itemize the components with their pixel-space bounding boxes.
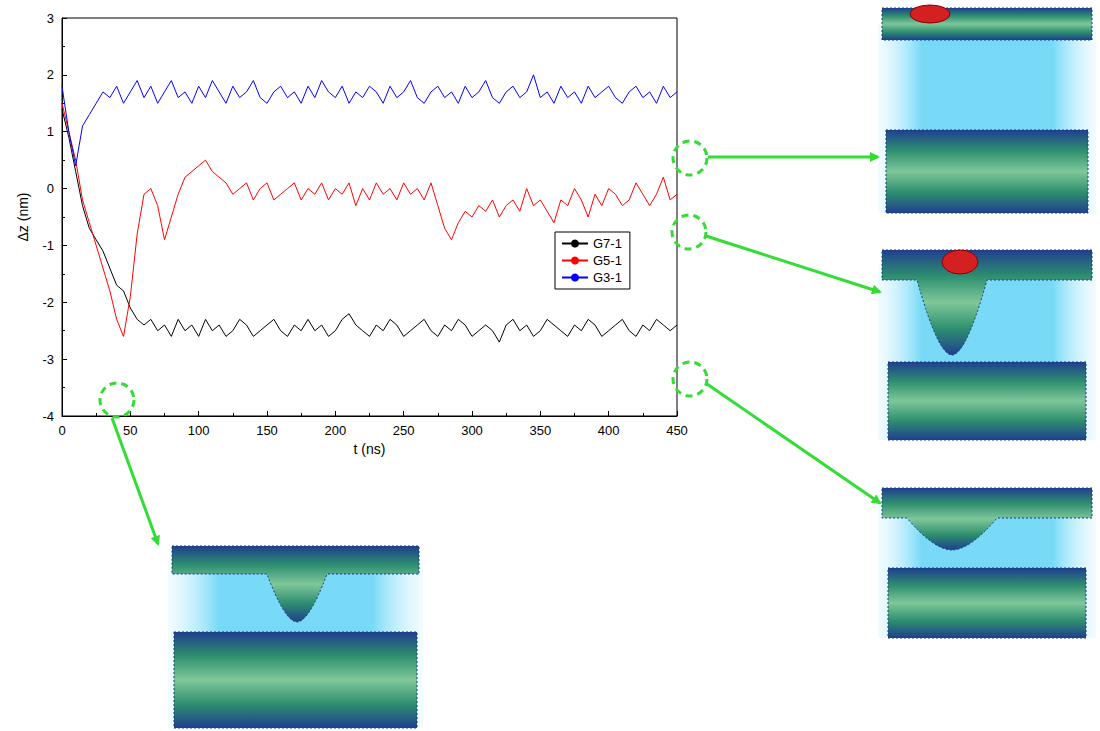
svg-text:50: 50 — [123, 423, 137, 438]
svg-text:G3-1: G3-1 — [593, 270, 622, 285]
svg-text:100: 100 — [188, 423, 210, 438]
svg-text:-4: -4 — [42, 409, 54, 424]
svg-text:Δz (nm): Δz (nm) — [15, 192, 31, 241]
svg-text:350: 350 — [529, 423, 551, 438]
svg-text:0: 0 — [58, 423, 65, 438]
svg-text:3: 3 — [47, 11, 54, 26]
svg-text:450: 450 — [666, 423, 688, 438]
svg-text:2: 2 — [47, 67, 54, 82]
svg-text:250: 250 — [393, 423, 415, 438]
svg-text:1: 1 — [47, 124, 54, 139]
svg-text:0: 0 — [47, 181, 54, 196]
svg-text:200: 200 — [324, 423, 346, 438]
svg-text:-1: -1 — [42, 238, 54, 253]
svg-text:G7-1: G7-1 — [593, 236, 622, 251]
svg-text:-2: -2 — [42, 295, 54, 310]
svg-text:150: 150 — [256, 423, 278, 438]
svg-text:400: 400 — [598, 423, 620, 438]
svg-text:-3: -3 — [42, 352, 54, 367]
svg-text:t (ns): t (ns) — [354, 441, 386, 457]
svg-text:G5-1: G5-1 — [593, 253, 622, 268]
svg-text:300: 300 — [461, 423, 483, 438]
